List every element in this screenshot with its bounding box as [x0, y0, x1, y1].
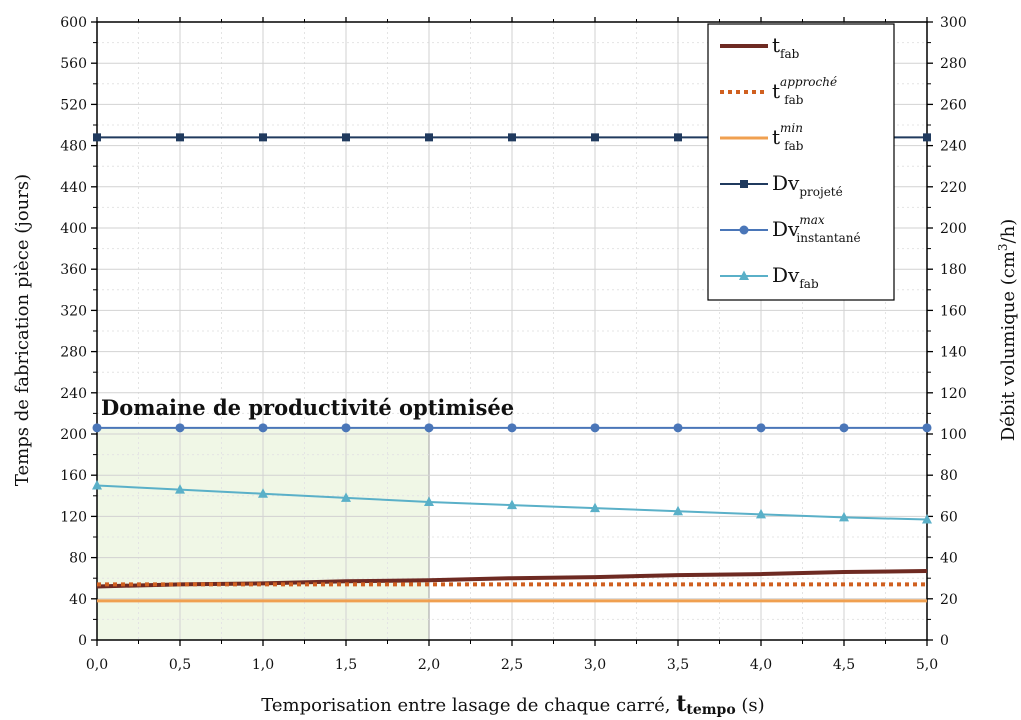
y-left-tick-label: 320	[60, 303, 87, 319]
data-point-dv-fab	[507, 499, 517, 510]
data-point-dv-projete	[176, 133, 184, 142]
data-point-dv-fab	[341, 492, 351, 502]
legend-item-t-fab-min: tmin fab	[720, 121, 804, 153]
x-tick-label: 0,0	[86, 657, 108, 673]
data-point-dv-projete	[923, 133, 931, 142]
y-left-tick-label: 0	[78, 633, 87, 649]
data-point-dv-fab	[175, 484, 185, 494]
x-tick-label: 3,0	[584, 657, 606, 673]
tick-layer: 0,0 0,5 1,0 1,5 2,0 2,5 3,0 3,5 4,0 4,5 5,00408012…	[60, 15, 966, 673]
data-point-dv-projete	[342, 133, 350, 142]
y-right-tick-label: 180	[940, 262, 967, 278]
y-left-tick-label: 40	[69, 592, 87, 608]
data-point-dv-instantane-max	[922, 423, 932, 433]
data-point-dv-projete	[674, 133, 682, 142]
x-tick-label: 2,0	[418, 657, 440, 673]
data-point-dv-instantane-max	[258, 423, 268, 433]
y-left-tick-label: 80	[69, 551, 87, 567]
y-left-tick-label: 280	[60, 345, 87, 361]
y-right-tick-label: 300	[940, 15, 967, 31]
x-axis-title: Temporisation entre lasage de chaque car…	[261, 691, 764, 718]
y-left-tick-label: 160	[60, 468, 87, 484]
series-dv-instantane-max	[92, 423, 932, 433]
legend-item-t-fab: tfab	[720, 33, 800, 61]
y-axis-left-title: Temps de fabrication pièce (jours)	[12, 174, 33, 486]
legend-marker-dv-projete	[740, 180, 748, 188]
y-left-tick-label: 400	[60, 221, 87, 237]
y-right-tick-label: 260	[940, 97, 967, 113]
annotation-label: Domaine de productivité optimisée	[101, 395, 514, 420]
legend-label-t-fab-min: tmin fab	[772, 121, 804, 153]
legend-label-dv-projete: Dvprojeté	[772, 171, 843, 199]
legend-marker-dv-fab	[739, 270, 749, 280]
legend-item-t-fab-approche: tapproché fab	[720, 75, 837, 107]
x-tick-label: 3,5	[667, 657, 689, 673]
y-right-tick-label: 120	[940, 386, 967, 402]
y-right-tick-label: 200	[940, 221, 967, 237]
data-point-dv-instantane-max	[756, 423, 766, 433]
data-point-dv-fab	[424, 496, 434, 506]
data-point-dv-instantane-max	[175, 423, 185, 433]
y-right-tick-label: 100	[940, 427, 967, 443]
legend: tfab tapproché fab tmin fab Dvprojeté Dvmax ins…	[707, 23, 895, 301]
legend-label-t-fab-approche: tapproché fab	[772, 75, 837, 107]
y-left-tick-label: 120	[60, 509, 87, 525]
legend-marker-dv-instantane-max	[739, 225, 749, 235]
data-point-dv-projete	[259, 133, 267, 142]
y-axis-right-title: Débit volumique (cm3/h)	[996, 219, 1019, 442]
data-point-dv-instantane-max	[839, 423, 849, 433]
data-point-dv-fab	[590, 502, 600, 513]
legend-label-dv-instantane-max: Dvmax instantané	[772, 213, 861, 245]
legend-label-dv-fab: Dvfab	[772, 263, 819, 291]
x-tick-label: 1,5	[335, 657, 357, 673]
y-right-tick-label: 0	[940, 633, 949, 649]
x-tick-label: 4,0	[750, 657, 772, 673]
y-left-tick-label: 240	[60, 386, 87, 402]
x-tick-label: 0,5	[169, 657, 191, 673]
data-point-dv-instantane-max	[92, 423, 102, 433]
legend-item-dv-fab: Dvfab	[720, 263, 819, 291]
data-point-dv-projete	[93, 133, 101, 142]
y-left-tick-label: 360	[60, 262, 87, 278]
y-left-tick-label: 560	[60, 56, 87, 72]
y-left-tick-label: 440	[60, 180, 87, 196]
y-left-tick-label: 200	[60, 427, 87, 443]
data-point-dv-fab	[258, 488, 268, 498]
data-point-dv-instantane-max	[507, 423, 517, 433]
x-tick-label: 5,0	[916, 657, 938, 673]
y-left-tick-label: 520	[60, 97, 87, 113]
legend-label-t-fab: tfab	[772, 33, 800, 61]
y-right-tick-label: 40	[940, 551, 958, 567]
legend-item-dv-projete: Dvprojeté	[720, 171, 843, 199]
data-point-dv-fab	[922, 513, 932, 524]
data-point-dv-projete	[425, 133, 433, 142]
y-right-tick-label: 60	[940, 509, 958, 525]
data-point-dv-projete	[508, 133, 516, 142]
data-point-dv-fab	[756, 508, 766, 519]
y-right-tick-label: 240	[940, 139, 967, 155]
y-right-tick-label: 160	[940, 303, 967, 319]
legend-item-dv-instantane-max: Dvmax instantané	[720, 213, 861, 245]
data-point-dv-fab	[92, 480, 102, 490]
y-left-tick-label: 600	[60, 15, 87, 31]
data-point-dv-instantane-max	[590, 423, 600, 433]
y-right-tick-label: 220	[940, 180, 967, 196]
legend-box	[707, 23, 895, 301]
y-right-tick-label: 20	[940, 592, 958, 608]
data-point-dv-projete	[591, 133, 599, 142]
y-right-tick-label: 140	[940, 345, 967, 361]
data-point-dv-fab	[673, 505, 683, 516]
x-tick-label: 2,5	[501, 657, 523, 673]
x-tick-label: 1,0	[252, 657, 274, 673]
y-right-tick-label: 280	[940, 56, 967, 72]
data-point-dv-instantane-max	[673, 423, 683, 433]
data-point-dv-instantane-max	[341, 423, 351, 433]
y-right-tick-label: 80	[940, 468, 958, 484]
y-left-tick-label: 480	[60, 139, 87, 155]
data-point-dv-fab	[839, 511, 849, 522]
data-point-dv-instantane-max	[424, 423, 434, 433]
x-tick-label: 4,5	[833, 657, 855, 673]
series-dv-fab	[92, 480, 932, 524]
